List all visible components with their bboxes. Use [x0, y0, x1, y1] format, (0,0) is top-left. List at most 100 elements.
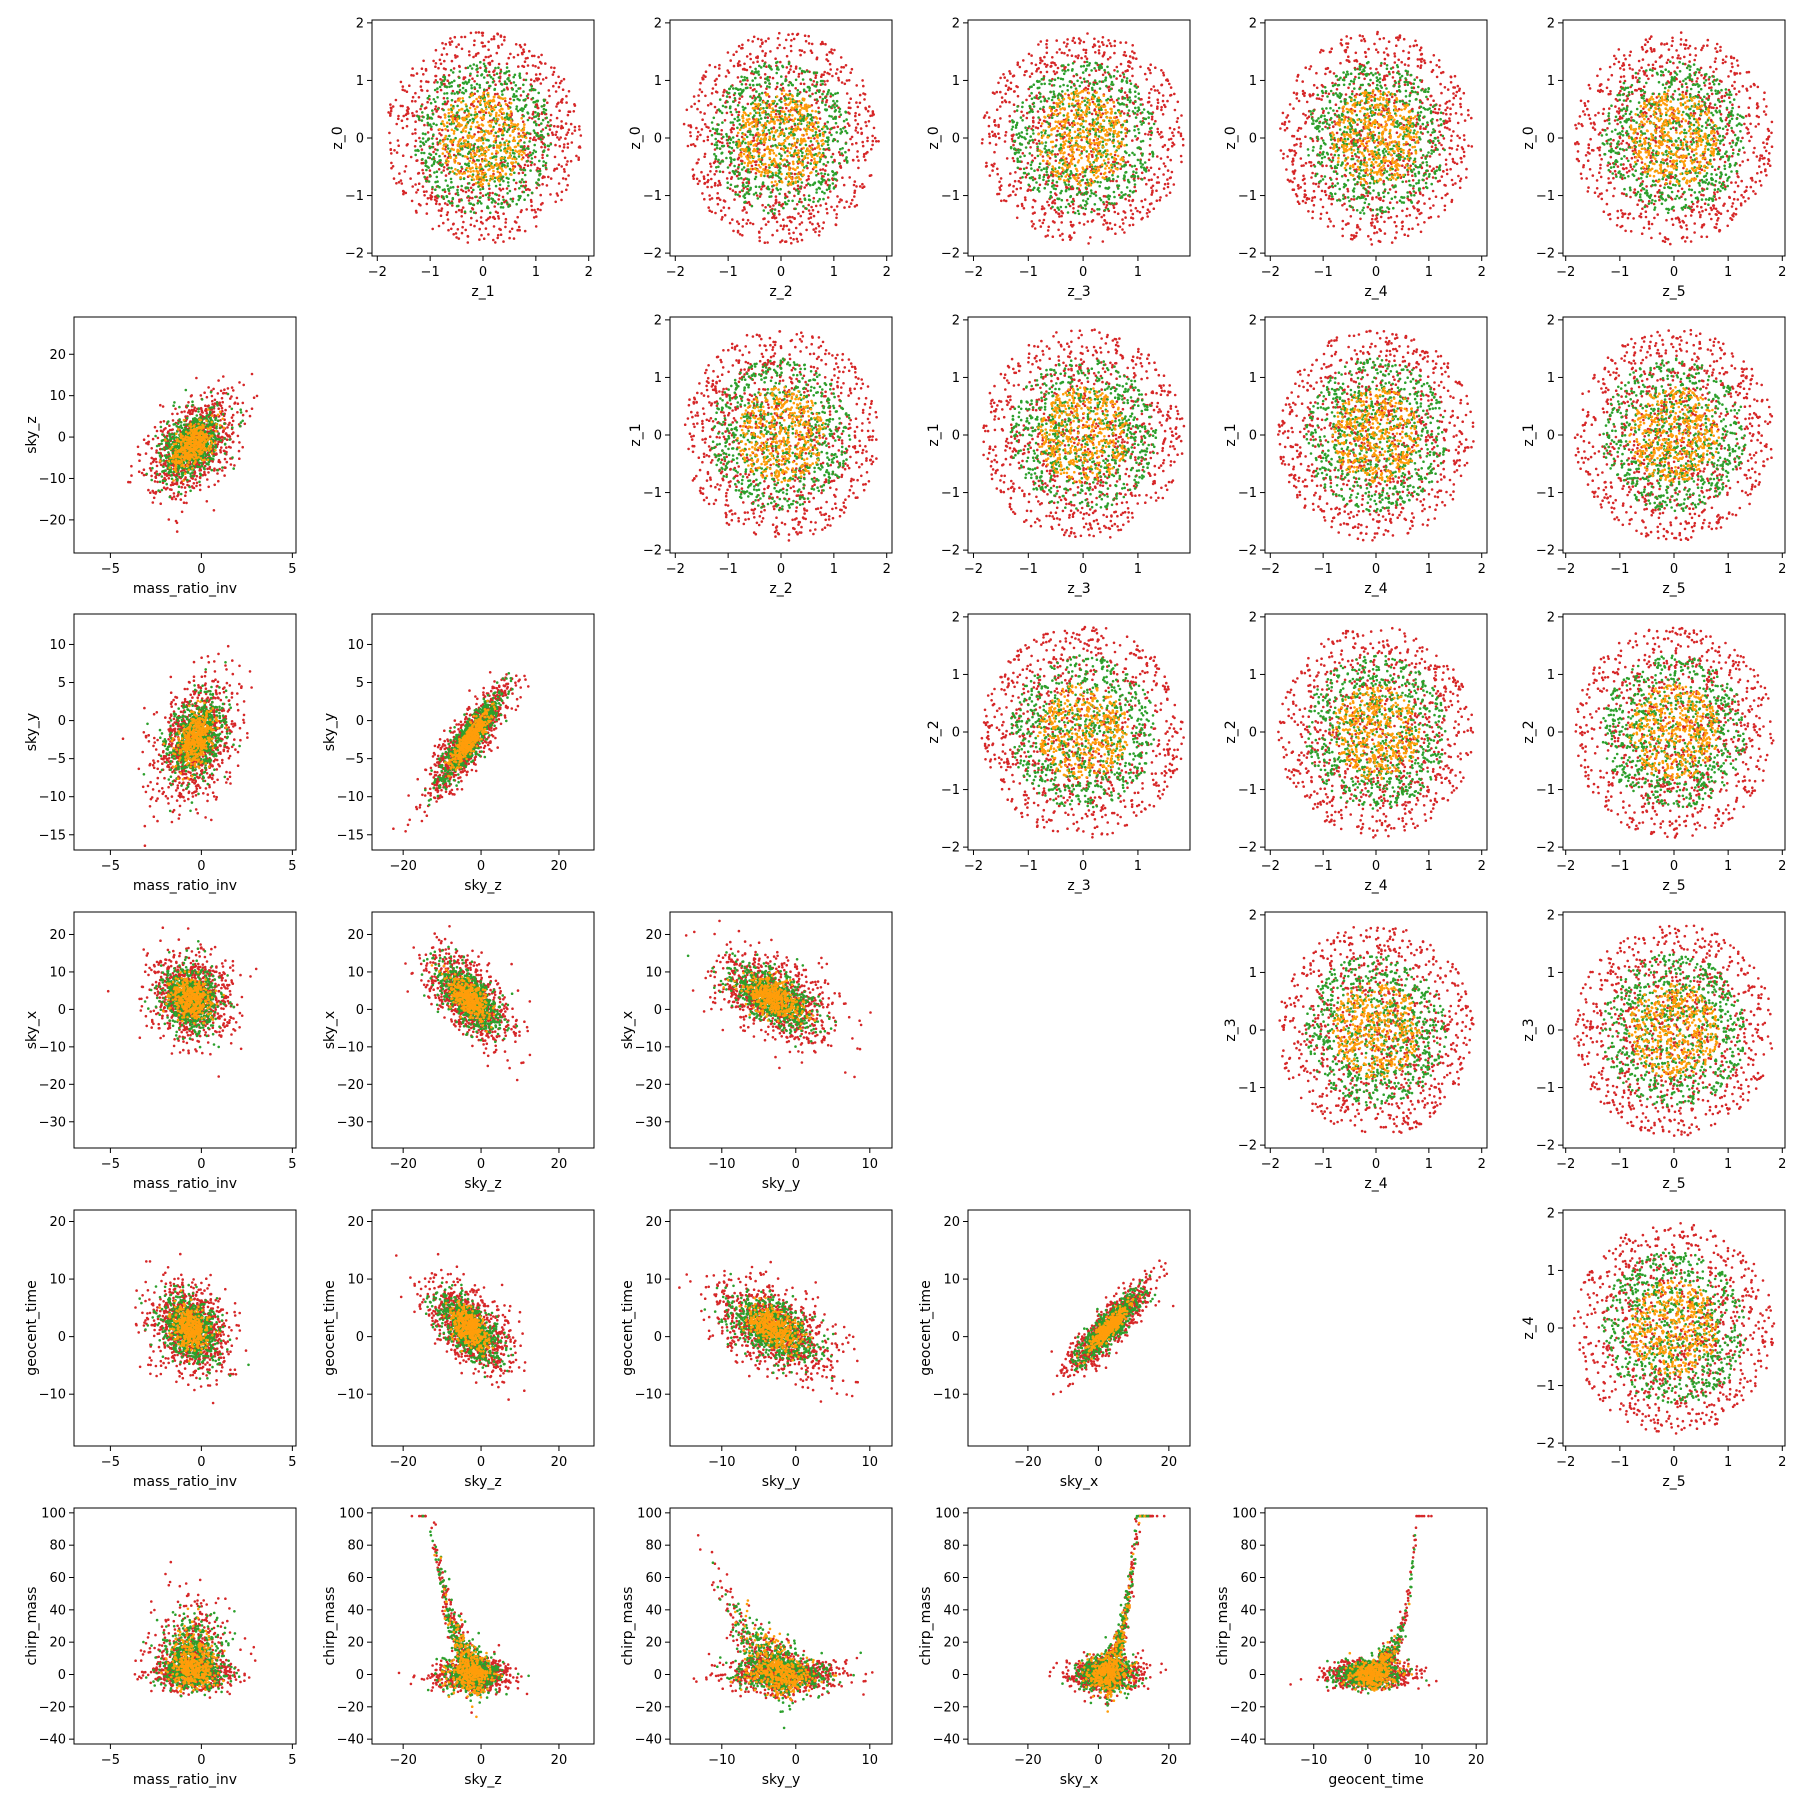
point-series-0 — [471, 207, 474, 210]
point-series-0 — [410, 156, 413, 159]
point-series-0 — [415, 110, 418, 113]
point-series-0 — [387, 111, 390, 114]
point-series-0 — [556, 103, 559, 106]
point-series-0 — [561, 98, 564, 101]
point-series-0 — [568, 128, 571, 131]
point-series-0 — [454, 36, 457, 39]
point-series-0 — [462, 136, 465, 139]
point-series-0 — [504, 100, 507, 103]
point-series-0 — [441, 42, 444, 45]
point-series-0 — [550, 66, 553, 69]
point-series-1 — [434, 101, 437, 104]
point-series-0 — [486, 89, 489, 92]
point-series-1 — [429, 147, 432, 150]
point-series-0 — [454, 56, 457, 59]
point-series-0 — [539, 209, 542, 212]
point-series-0 — [438, 209, 441, 212]
point-series-0 — [534, 156, 537, 159]
point-series-1 — [431, 109, 434, 112]
point-series-0 — [498, 63, 501, 66]
point-series-1 — [539, 134, 542, 137]
point-series-1 — [456, 128, 459, 131]
point-series-0 — [552, 73, 555, 76]
point-series-1 — [473, 146, 476, 149]
point-series-1 — [450, 69, 453, 72]
point-series-0 — [564, 137, 567, 140]
point-series-0 — [489, 55, 492, 58]
point-series-1 — [450, 123, 453, 126]
point-series-0 — [558, 86, 561, 89]
point-series-0 — [451, 40, 454, 43]
point-series-0 — [415, 191, 418, 194]
point-series-0 — [435, 75, 438, 78]
point-series-1 — [464, 110, 467, 113]
point-series-0 — [481, 210, 484, 213]
point-series-1 — [436, 180, 439, 183]
point-series-1 — [545, 167, 548, 170]
point-series-1 — [436, 170, 439, 173]
point-series-1 — [466, 186, 469, 189]
point-series-0 — [527, 64, 530, 67]
point-series-1 — [477, 185, 480, 188]
point-series-1 — [547, 121, 550, 124]
point-series-1 — [479, 86, 482, 89]
point-series-0 — [518, 226, 521, 229]
point-series-0 — [523, 51, 526, 54]
point-series-1 — [518, 195, 521, 198]
point-series-1 — [527, 119, 530, 122]
point-series-1 — [414, 154, 417, 157]
point-series-0 — [395, 99, 398, 102]
point-series-0 — [389, 103, 392, 106]
scatter-points — [387, 31, 582, 244]
point-series-0 — [537, 208, 540, 211]
point-series-1 — [427, 122, 430, 125]
point-series-0 — [397, 118, 400, 121]
point-series-1 — [533, 129, 536, 132]
point-series-0 — [580, 134, 583, 137]
point-series-1 — [546, 154, 549, 157]
point-series-1 — [434, 188, 437, 191]
point-series-0 — [451, 204, 454, 207]
point-series-1 — [537, 100, 540, 103]
point-series-0 — [468, 189, 471, 192]
point-series-0 — [483, 237, 486, 240]
point-series-1 — [443, 80, 446, 83]
point-series-1 — [446, 138, 449, 141]
point-series-0 — [443, 166, 446, 169]
point-series-0 — [551, 131, 554, 134]
point-series-0 — [567, 174, 570, 177]
point-series-1 — [420, 105, 423, 108]
point-series-0 — [460, 36, 463, 39]
point-series-1 — [484, 65, 487, 68]
point-series-0 — [406, 125, 409, 128]
point-series-0 — [539, 194, 542, 197]
point-series-1 — [542, 111, 545, 114]
point-series-0 — [408, 84, 411, 87]
point-series-1 — [476, 159, 479, 162]
point-series-0 — [525, 208, 528, 211]
point-series-0 — [479, 192, 482, 195]
point-series-0 — [502, 240, 505, 243]
point-series-1 — [467, 110, 470, 113]
point-series-0 — [452, 223, 455, 226]
point-series-0 — [504, 226, 507, 229]
point-series-0 — [436, 138, 439, 141]
point-series-0 — [402, 190, 405, 193]
point-series-0 — [559, 136, 562, 139]
point-series-0 — [389, 142, 392, 145]
point-series-0 — [393, 177, 396, 180]
point-series-1 — [537, 118, 540, 121]
point-series-0 — [570, 160, 573, 163]
point-series-0 — [462, 221, 465, 224]
point-series-0 — [542, 78, 545, 81]
point-series-0 — [514, 188, 517, 191]
subplot-z_0-vs-z_1: −2 −1 0 1 2−2−1012z_1z_0 — [330, 16, 594, 300]
point-series-0 — [566, 160, 569, 163]
point-series-0 — [568, 90, 571, 93]
point-series-0 — [493, 225, 496, 228]
point-series-0 — [528, 50, 531, 53]
point-series-0 — [533, 55, 536, 58]
point-series-1 — [514, 74, 517, 77]
point-series-0 — [482, 45, 485, 48]
point-series-1 — [424, 164, 427, 167]
